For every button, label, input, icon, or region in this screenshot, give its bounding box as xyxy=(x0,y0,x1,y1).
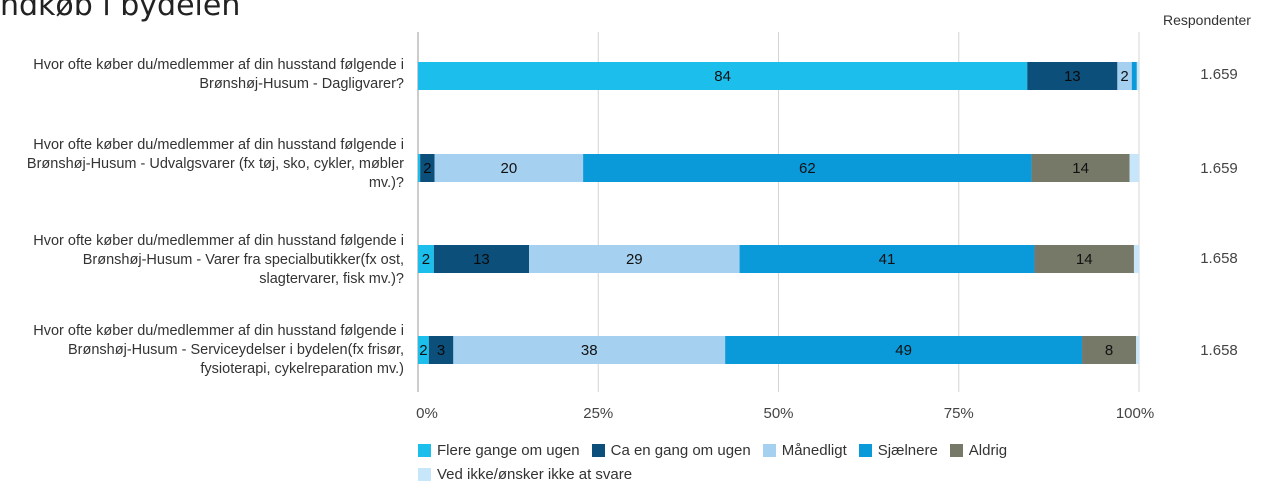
data-label: 2 xyxy=(423,160,431,177)
data-label: 20 xyxy=(501,160,518,177)
bar-segment xyxy=(1136,336,1139,364)
data-label: 62 xyxy=(799,160,816,177)
legend-swatch xyxy=(858,443,872,457)
legend-label: Ved ikke/ønsker ikke at svare xyxy=(437,465,633,483)
tick-label: 100% xyxy=(1115,405,1155,422)
bar-segment xyxy=(1027,62,1118,90)
legend-label: Månedligt xyxy=(781,441,847,459)
respondent-count: 1.659 xyxy=(1200,66,1238,83)
bar-segment xyxy=(1117,62,1132,90)
legend-swatch xyxy=(949,443,963,457)
legend-swatch xyxy=(762,443,776,457)
respondents-header: Respondenter xyxy=(1163,12,1251,28)
category-label: Hvor ofte køber du/medlemmer af din huss… xyxy=(33,57,404,92)
bar-segment xyxy=(1082,336,1137,364)
data-label: 3 xyxy=(437,342,445,359)
bar-segment xyxy=(1133,245,1139,273)
bar-segment xyxy=(428,336,454,364)
data-label: 41 xyxy=(879,251,896,268)
tick-label: 50% xyxy=(763,405,794,422)
bar-segment xyxy=(1129,154,1139,182)
gridlines xyxy=(417,32,1140,392)
data-label: 13 xyxy=(473,251,490,268)
legend-item: Ved ikke/ønsker ikke at svare xyxy=(418,462,632,486)
bar-segment xyxy=(418,245,434,273)
bar-segment xyxy=(583,154,1032,182)
bar-segment xyxy=(418,62,1028,90)
data-label: 8 xyxy=(1105,342,1113,359)
tick-label: 0% xyxy=(416,405,438,422)
tick-label: 75% xyxy=(943,405,974,422)
legend-item: Månedligt xyxy=(762,438,847,462)
legend-label: Sjælnere xyxy=(877,441,938,459)
data-label: 29 xyxy=(626,251,643,268)
legend-item: Sjælnere xyxy=(858,438,938,462)
bar-series: 84 13 22 20 62 142 13 29 41 142 3 38 49 8 xyxy=(418,62,1139,364)
category-label: Hvor ofte køber du/medlemmer af din huss… xyxy=(33,233,404,287)
respondent-count: 1.658 xyxy=(1200,250,1238,267)
category-label: Hvor ofte køber du/medlemmer af din huss… xyxy=(26,137,404,191)
bar-segment xyxy=(725,336,1083,364)
bar-segment xyxy=(420,154,435,182)
legend-swatch xyxy=(418,443,431,457)
legend-label: Ca en gang om ugen xyxy=(610,441,751,459)
data-label: 14 xyxy=(1072,160,1089,177)
bar-segment xyxy=(433,245,530,273)
bar-segment xyxy=(1136,62,1139,90)
bar-segment xyxy=(1031,154,1130,182)
respondent-count: 1.658 xyxy=(1200,342,1238,359)
respondent-count: 1.659 xyxy=(1200,160,1238,177)
data-label: 2 xyxy=(422,251,430,268)
bar-segment xyxy=(418,336,429,364)
bar-segment xyxy=(529,245,740,273)
data-label: 84 xyxy=(714,68,731,85)
data-label: 13 xyxy=(1064,68,1081,85)
legend-item: Ca en gang om ugen xyxy=(591,438,751,462)
data-label: 2 xyxy=(419,342,427,359)
bar-segment xyxy=(418,154,421,182)
data-label: 49 xyxy=(895,342,912,359)
legend-item: Flere gange om ugen xyxy=(418,438,580,462)
data-label: 14 xyxy=(1076,251,1093,268)
bar-segment xyxy=(1034,245,1134,273)
legend-label: Flere gange om ugen xyxy=(437,441,580,459)
bar-segment xyxy=(434,154,584,182)
bar-segment xyxy=(453,336,726,364)
legend: Flere gange om ugen Ca en gang om ugen Mån… xyxy=(418,438,1178,486)
tick-label: 25% xyxy=(583,405,614,422)
bar-segment xyxy=(1131,62,1137,90)
legend-swatch xyxy=(418,467,431,481)
data-label: 2 xyxy=(1120,68,1128,85)
legend-swatch xyxy=(591,443,605,457)
chart-title: ndkøb i bydelen xyxy=(0,0,241,23)
data-label: 38 xyxy=(581,342,598,359)
legend-item: Aldrig xyxy=(949,438,1008,462)
legend-label: Aldrig xyxy=(968,441,1008,459)
category-label: Hvor ofte køber du/medlemmer af din huss… xyxy=(33,323,404,377)
bar-segment xyxy=(739,245,1035,273)
